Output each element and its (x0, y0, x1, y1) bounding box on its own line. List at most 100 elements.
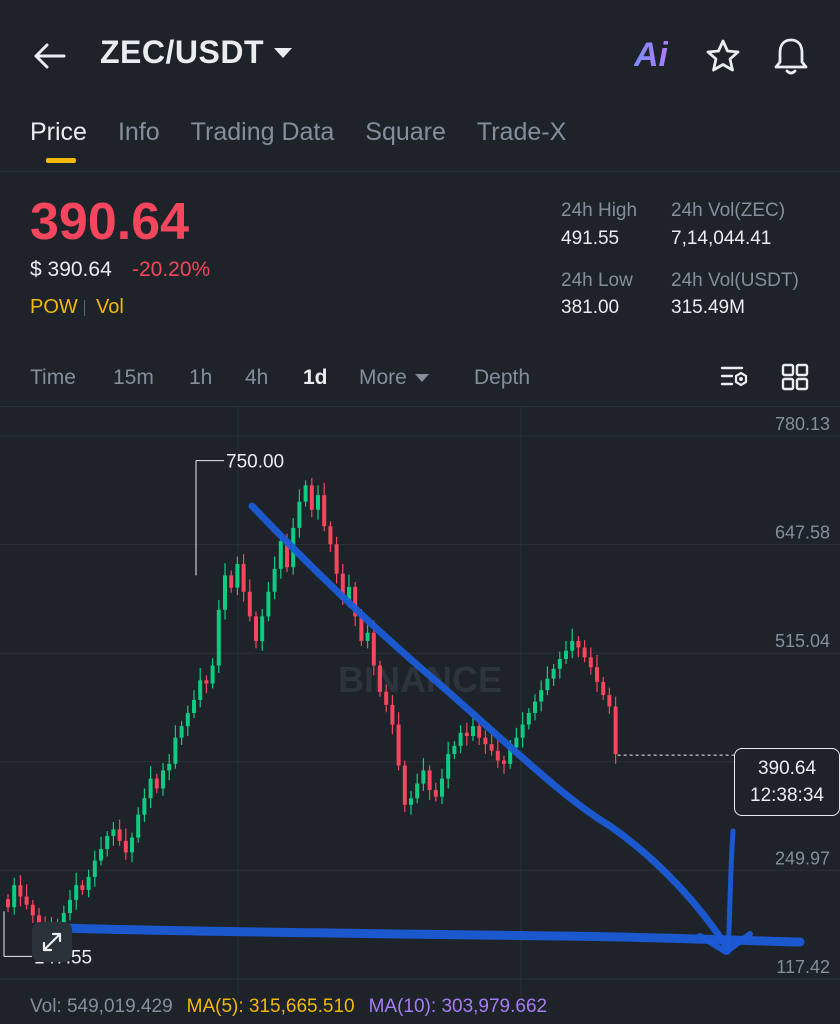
chart-settings-icon[interactable] (720, 362, 750, 392)
candle-body (278, 540, 283, 569)
interval-4h[interactable]: 4h (245, 366, 269, 389)
y-axis-tick-label: 249.97 (775, 848, 830, 868)
candle-body (433, 790, 438, 797)
price-markers: 750.00147.55 (3, 452, 734, 968)
tab-trading-data[interactable]: Trading Data (190, 118, 335, 146)
change-percent: -20.20% (132, 258, 211, 281)
high-value: 491.55 (561, 228, 620, 249)
y-axis-tick-label: 117.42 (776, 957, 830, 977)
candle-body (80, 885, 85, 891)
candle-body (179, 726, 184, 738)
candle-body (18, 885, 23, 897)
interval-15m[interactable]: 15m (113, 366, 154, 389)
candle-body (241, 563, 246, 592)
candle-body (86, 876, 91, 891)
interval-1h[interactable]: 1h (189, 366, 213, 389)
candle-body (359, 616, 364, 641)
candle-body (185, 713, 190, 727)
tab-info[interactable]: Info (117, 118, 160, 146)
candle-body (30, 904, 35, 916)
candle-body (402, 765, 407, 805)
caret-down-icon (414, 374, 429, 383)
low-value: 381.00 (561, 297, 620, 318)
candle-body (440, 778, 444, 797)
arrow-head-drawing (697, 931, 753, 955)
tag-pow[interactable]: POW (30, 296, 78, 318)
tab-trade-x[interactable]: Trade-X (476, 118, 567, 146)
tag-vol[interactable]: Vol (96, 296, 124, 318)
candle-body (539, 690, 544, 702)
candle-body (365, 632, 370, 641)
interval-1d[interactable]: 1d (303, 366, 328, 389)
candle-body (68, 899, 72, 913)
candle-body (347, 586, 351, 600)
volume-value: Vol: 549,019.429 (30, 996, 173, 1017)
interval-more[interactable]: More (359, 366, 429, 390)
back-arrow-icon[interactable] (30, 38, 70, 74)
candle-body (148, 778, 153, 799)
vol-base-value: 7,14,044.41 (671, 228, 772, 249)
candle-body (297, 501, 302, 528)
candle-body (223, 575, 227, 610)
candle-body (285, 540, 289, 568)
support-line-drawing (55, 923, 805, 947)
candle-body (557, 658, 562, 669)
hand-drawn-annotation (55, 502, 805, 955)
candle-body (322, 495, 327, 527)
downtrend-line-drawing (248, 502, 730, 950)
volume-indicator: Vol: 549,019.429 MA(5): 315,665.510 MA(10)… (30, 996, 547, 1018)
tab-square[interactable]: Square (365, 118, 446, 146)
candle-body (464, 732, 469, 736)
interval-more-label: More (359, 366, 407, 389)
candle-body (235, 563, 240, 588)
ai-icon[interactable]: Ai (634, 36, 668, 74)
candle-body (266, 591, 271, 617)
interval-depth[interactable]: Depth (474, 366, 531, 389)
candle-body (74, 885, 79, 900)
pair-selector[interactable]: ZEC/USDT (100, 34, 292, 71)
y-axis-labels: 780.13 647.58 515.04 249.97 117.42 (775, 414, 830, 977)
candle-body (92, 860, 97, 877)
candle-body (526, 713, 531, 725)
candle-body (99, 849, 103, 861)
candle-body (582, 647, 587, 658)
candle-body (117, 829, 122, 841)
high-label: 24h High (561, 200, 638, 221)
candle-body (105, 835, 110, 850)
candle-body (378, 665, 382, 692)
max-price-marker: 750.00 (226, 452, 284, 473)
candle-body (570, 640, 575, 651)
star-icon[interactable] (704, 38, 742, 74)
candle-body (204, 680, 209, 684)
candle-body (471, 726, 475, 736)
candle-body (502, 760, 506, 764)
bell-icon[interactable] (772, 36, 810, 76)
candle-body (353, 586, 358, 617)
candle-body (303, 485, 308, 502)
candle-body (247, 591, 252, 617)
expand-chart-button[interactable] (32, 922, 72, 962)
candle-body (173, 737, 178, 764)
last-price: 390.64 (30, 193, 190, 251)
candle-body (123, 840, 128, 853)
candle-body (161, 770, 165, 789)
candle-body (384, 691, 389, 705)
candle-body (409, 798, 413, 805)
candle-body (520, 724, 525, 738)
candle-body (12, 885, 17, 908)
candle-body (514, 737, 519, 748)
candle-body (564, 650, 568, 659)
candle-body (334, 544, 339, 574)
candles (6, 477, 618, 944)
main-tabs: Price Info Trading Data Square Trade-X (30, 118, 597, 163)
candle-body (421, 770, 426, 784)
layout-grid-icon[interactable] (780, 362, 810, 392)
tab-price[interactable]: Price (30, 118, 87, 163)
arrow-stroke-drawing (725, 828, 736, 955)
vol-base-label: 24h Vol(ZEC) (671, 200, 786, 221)
candle-body (396, 724, 401, 766)
candle-body (607, 695, 612, 707)
interval-time[interactable]: Time (30, 366, 76, 389)
current-price-box: 390.64 12:38:34 (734, 748, 840, 816)
